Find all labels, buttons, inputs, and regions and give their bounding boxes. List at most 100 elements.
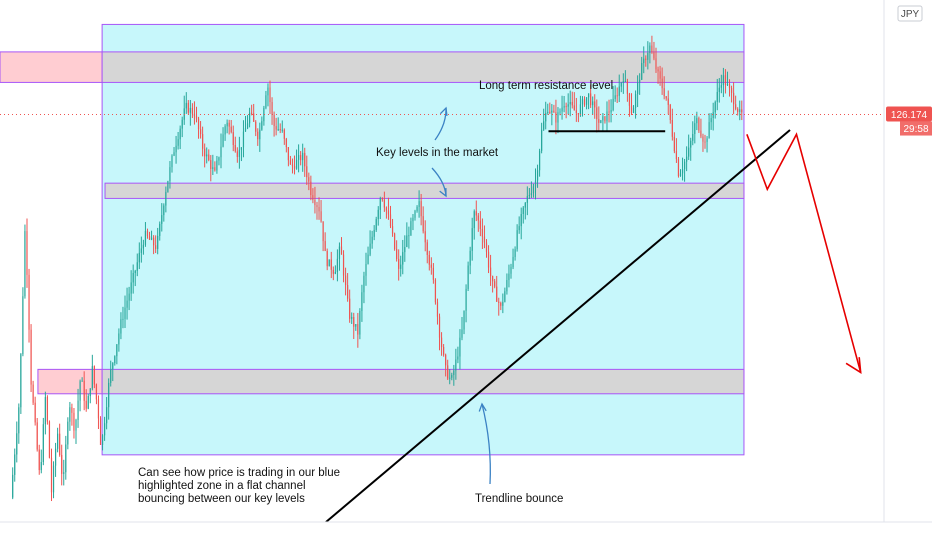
candle-body bbox=[553, 110, 555, 113]
candle-body bbox=[459, 337, 461, 357]
candle-body bbox=[338, 246, 341, 259]
candle-body bbox=[612, 98, 614, 111]
candle-body bbox=[204, 148, 206, 157]
candle-body bbox=[153, 237, 155, 246]
candle-body bbox=[710, 118, 712, 123]
candle-body bbox=[103, 423, 106, 436]
candle-body bbox=[583, 99, 586, 105]
candle-body bbox=[108, 382, 110, 408]
candle-body bbox=[155, 245, 157, 249]
candle-body bbox=[471, 228, 473, 251]
candle-body bbox=[344, 275, 347, 286]
candle-body bbox=[733, 92, 735, 105]
candle-body bbox=[181, 119, 183, 129]
candle-body bbox=[630, 105, 633, 114]
candle-body bbox=[538, 150, 541, 171]
candle-body bbox=[363, 275, 365, 293]
candle-body bbox=[148, 236, 151, 240]
candle-body bbox=[649, 45, 651, 53]
candle-body bbox=[175, 145, 177, 153]
candle-body bbox=[59, 433, 61, 455]
arrow-to-resistance-head bbox=[439, 106, 448, 117]
candle-body bbox=[571, 101, 573, 106]
candle-body bbox=[220, 146, 222, 158]
candle-body bbox=[187, 102, 189, 113]
key-level-zone bbox=[104, 182, 745, 199]
candle-body bbox=[737, 108, 739, 112]
candle-body bbox=[588, 93, 590, 98]
candle-body bbox=[469, 250, 471, 266]
annotation-channel-line-1: Can see how price is trading in our blue bbox=[138, 467, 340, 479]
candle-body bbox=[653, 52, 655, 59]
candle-body bbox=[126, 300, 128, 308]
candle-body bbox=[708, 122, 710, 139]
candle-body bbox=[110, 369, 112, 383]
candle-body bbox=[641, 63, 643, 80]
candle-body bbox=[547, 111, 549, 113]
candle-body bbox=[581, 99, 584, 105]
candle-body bbox=[522, 207, 524, 214]
candle-body bbox=[481, 228, 484, 237]
candle-body bbox=[295, 159, 298, 169]
candle-body bbox=[463, 310, 465, 330]
candle-body bbox=[132, 273, 134, 283]
candle-body bbox=[512, 256, 514, 268]
currency-badge-box[interactable] bbox=[897, 5, 923, 22]
candle-body bbox=[191, 107, 194, 114]
candle-body bbox=[334, 272, 336, 274]
candle-body bbox=[81, 380, 83, 382]
candle-body bbox=[161, 215, 163, 224]
candle-body bbox=[624, 80, 626, 82]
candle-body bbox=[424, 231, 426, 243]
candle-body bbox=[293, 166, 296, 169]
support-zone bbox=[101, 368, 745, 395]
candle-body bbox=[504, 291, 506, 302]
candle-body bbox=[536, 170, 539, 181]
candle-body bbox=[475, 211, 477, 216]
candle-body bbox=[281, 129, 283, 131]
candle-body bbox=[387, 210, 390, 215]
candle-body bbox=[700, 130, 702, 137]
candle-body bbox=[365, 263, 367, 276]
candle-body bbox=[283, 129, 285, 139]
candle-body bbox=[461, 329, 463, 338]
candle-body bbox=[686, 156, 688, 162]
candle-body bbox=[308, 177, 310, 182]
arrow-to-trendline-bounce bbox=[478, 402, 491, 485]
candle-body bbox=[89, 388, 91, 397]
candle-body bbox=[326, 250, 328, 267]
candle-body bbox=[551, 110, 553, 113]
candle-body bbox=[692, 134, 694, 141]
candle-body bbox=[498, 301, 500, 303]
candle-body bbox=[485, 242, 488, 252]
support-pink-zone bbox=[37, 368, 103, 395]
candle-body bbox=[197, 118, 200, 130]
candle-body bbox=[163, 205, 165, 216]
candle-body bbox=[285, 138, 287, 148]
candle-body bbox=[622, 81, 624, 83]
countdown-box bbox=[900, 121, 932, 136]
candle-body bbox=[232, 132, 234, 145]
candle-body bbox=[377, 209, 379, 220]
candle-body bbox=[255, 121, 257, 132]
candle-body bbox=[195, 116, 198, 119]
candle-body bbox=[393, 233, 396, 250]
candle-body bbox=[443, 346, 445, 355]
candle-body bbox=[414, 211, 416, 218]
candle-body bbox=[420, 201, 422, 217]
candle-body bbox=[698, 118, 700, 131]
currency-badge[interactable]: JPY bbox=[897, 5, 923, 22]
candle-body bbox=[228, 122, 230, 127]
candle-body bbox=[112, 363, 114, 370]
candle-body bbox=[142, 244, 144, 249]
candle-body bbox=[306, 166, 308, 178]
candle-body bbox=[712, 112, 714, 119]
candle-body bbox=[447, 365, 449, 379]
candle-body bbox=[412, 217, 414, 222]
candle-body bbox=[404, 247, 406, 253]
candle-body bbox=[36, 422, 38, 450]
candle-body bbox=[679, 173, 682, 177]
candle-body bbox=[302, 152, 304, 161]
